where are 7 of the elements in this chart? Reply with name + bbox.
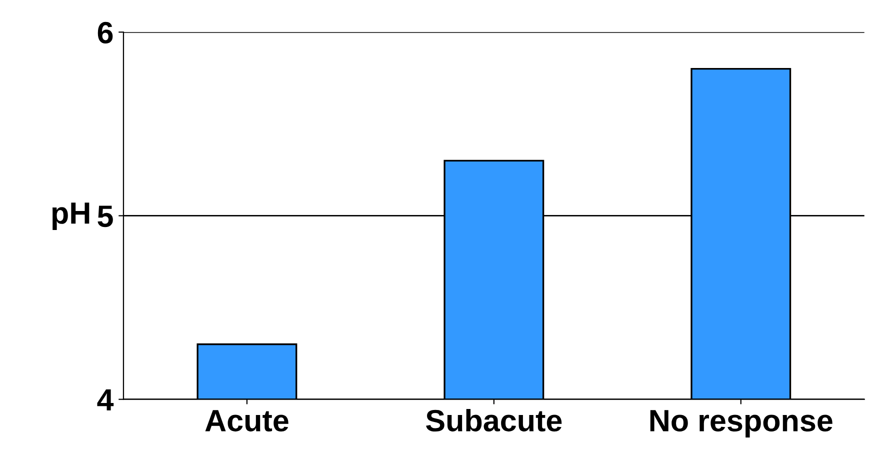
x-tick-label: No response: [650, 410, 832, 438]
x-tick-label: Subacute: [426, 409, 562, 432]
y-tick-label: 5: [98, 206, 113, 228]
x-tick-label: Acute: [205, 410, 288, 432]
y-axis-title: pH: [52, 202, 90, 230]
y-tick-label: 4: [97, 389, 114, 410]
y-tick-label: 6: [98, 22, 113, 44]
